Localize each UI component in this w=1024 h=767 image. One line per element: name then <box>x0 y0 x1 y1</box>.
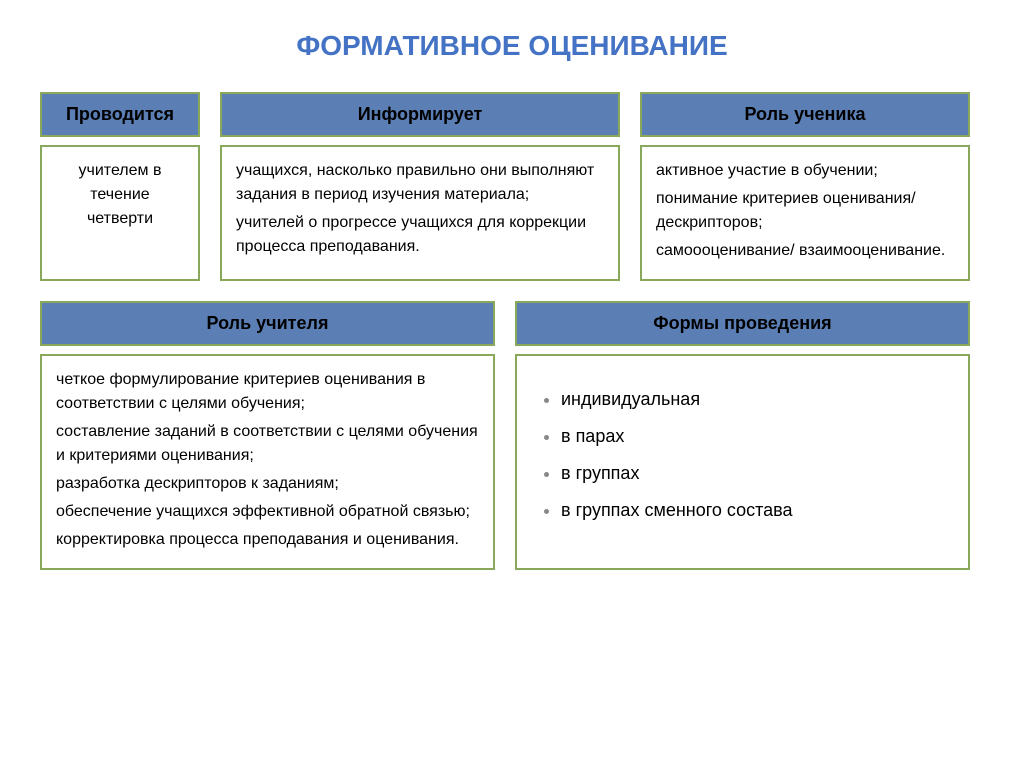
content-provoditsya: учителем в течение четверти <box>40 145 200 281</box>
content-informiruet: учащихся, насколько правильно они выполн… <box>220 145 620 281</box>
content-formy-provedeniya: индивидуальная в парах в группах в групп… <box>515 354 970 570</box>
text-item: учащихся, насколько правильно они выполн… <box>236 159 604 207</box>
header-rol-uchitelya: Роль учителя <box>40 301 495 346</box>
bullet-item: в парах <box>561 423 954 450</box>
text-item: четкое формулирование критериев оцениван… <box>56 368 479 416</box>
bullet-item: индивидуальная <box>561 386 954 413</box>
header-formy-provedeniya: Формы проведения <box>515 301 970 346</box>
row-1: Проводится учителем в течение четверти И… <box>40 92 984 281</box>
page-title: ФОРМАТИВНОЕ ОЦЕНИВАНИЕ <box>40 30 984 62</box>
header-provoditsya: Проводится <box>40 92 200 137</box>
text-item: учителей о прогрессе учащихся для коррек… <box>236 211 604 259</box>
text-item: корректировка процесса преподавания и оц… <box>56 528 479 552</box>
header-rol-uchenika: Роль ученика <box>640 92 970 137</box>
text-item: обеспечение учащихся эффективной обратно… <box>56 500 479 524</box>
text-item: разработка дескрипторов к заданиям; <box>56 472 479 496</box>
col-provoditsya: Проводится учителем в течение четверти <box>40 92 200 281</box>
header-informiruet: Информирует <box>220 92 620 137</box>
row-2: Роль учителя четкое формулирование крите… <box>40 301 984 570</box>
bullet-list: индивидуальная в парах в группах в групп… <box>531 386 954 524</box>
col-informiruet: Информирует учащихся, насколько правильн… <box>220 92 620 281</box>
text-item: самоооценивание/ взаимооценивание. <box>656 239 954 263</box>
text-item: составление заданий в соответствии с цел… <box>56 420 479 468</box>
bullet-item: в группах сменного состава <box>561 497 954 524</box>
col-rol-uchenika: Роль ученика активное участие в обучении… <box>640 92 970 281</box>
content-rol-uchenika: активное участие в обучении; понимание к… <box>640 145 970 281</box>
content-rol-uchitelya: четкое формулирование критериев оцениван… <box>40 354 495 570</box>
col-rol-uchitelya: Роль учителя четкое формулирование крите… <box>40 301 495 570</box>
text-item: учителем в течение четверти <box>56 159 184 231</box>
col-formy-provedeniya: Формы проведения индивидуальная в парах … <box>515 301 970 570</box>
bullet-item: в группах <box>561 460 954 487</box>
text-item: активное участие в обучении; <box>656 159 954 183</box>
text-item: понимание критериев оценивания/ дескрипт… <box>656 187 954 235</box>
